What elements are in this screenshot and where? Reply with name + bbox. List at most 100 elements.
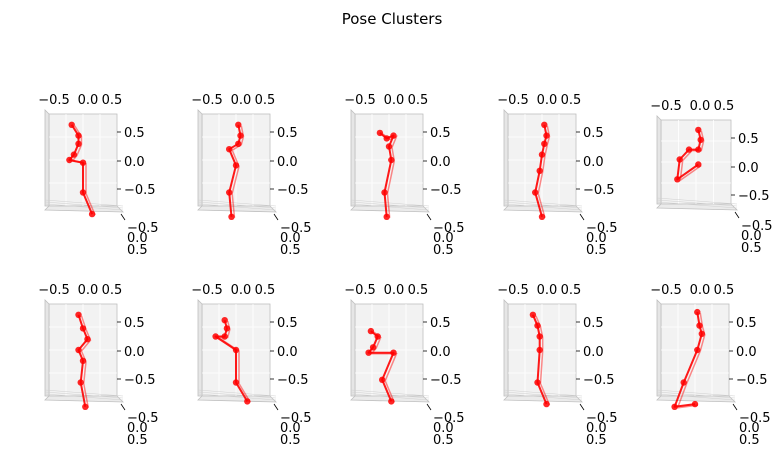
- z-tick-label: 0.5: [277, 126, 298, 141]
- z-tick-label: −0.5: [583, 183, 615, 198]
- floor-grid-line: [44, 203, 124, 211]
- floor-grid-line: [197, 203, 277, 211]
- subplot-side-pane: [197, 109, 203, 207]
- pose-joint-point: [694, 308, 701, 316]
- z-tick-label: −0.5: [430, 183, 462, 198]
- pose-joint-point: [75, 140, 82, 147]
- subplot-10: −0.5 0.0 0.50.50.0−0.5−0.50.00.5: [650, 283, 770, 448]
- floor-grid-line: [350, 199, 430, 207]
- pose-joint-point: [75, 132, 82, 139]
- x-tick-label: −0.5: [38, 93, 70, 108]
- subplot-side-pane: [350, 109, 356, 207]
- x-tick-label: 0.0: [690, 99, 711, 114]
- y-tick-label: −0.5: [741, 219, 773, 234]
- subplot-side-pane: [350, 299, 356, 397]
- pose-joint-point: [244, 398, 251, 405]
- y-tick: [120, 403, 126, 411]
- pose-joint-point: [79, 357, 87, 364]
- subplot-1: −0.5 0.0 0.50.50.0−0.5−0.50.00.5: [38, 93, 158, 258]
- x-tick-label: −0.5: [38, 283, 70, 298]
- floor-grid-line: [350, 391, 430, 399]
- pose-joint-point: [696, 322, 703, 329]
- z-tick-label: −0.5: [277, 183, 309, 198]
- subplot-side-pane: [44, 299, 50, 397]
- z-tick-label: 0.5: [277, 316, 298, 331]
- y-tick-label: 0.5: [586, 243, 607, 258]
- floor-grid-line: [656, 199, 738, 207]
- y-tick: [579, 213, 585, 221]
- pose-joint-point: [77, 379, 84, 386]
- floor-grid-line: [656, 197, 738, 205]
- z-tick-label: 0.5: [124, 316, 145, 331]
- pose-joint-point: [680, 379, 687, 386]
- z-tick-label: −0.5: [277, 373, 309, 388]
- x-tick-label: 0.5: [714, 99, 735, 114]
- subplot-7: −0.5 0.0 0.50.50.0−0.5−0.50.00.5: [191, 283, 311, 448]
- pose-joint-point: [226, 189, 233, 196]
- y-tick-label: 0.5: [280, 243, 301, 258]
- pose-joint-point: [221, 333, 228, 340]
- pose-joint-point: [232, 346, 240, 354]
- y-tick: [273, 403, 279, 411]
- z-tick-label: 0.5: [430, 316, 451, 331]
- x-tick-label: −0.5: [191, 283, 223, 298]
- z-tick-label: 0.0: [277, 155, 298, 170]
- floor-grid-line: [197, 389, 277, 397]
- pose-joint-point: [543, 400, 550, 408]
- y-tick-label: −0.5: [280, 411, 312, 426]
- pose-joint-point: [226, 146, 233, 153]
- z-tick-label: 0.0: [583, 345, 604, 360]
- floor-grid-line: [44, 389, 124, 397]
- pose-joint-point: [82, 403, 89, 410]
- x-tick-label: −0.5: [191, 93, 223, 108]
- floor-grid-line: [197, 201, 277, 209]
- subplot-side-pane: [44, 109, 50, 207]
- z-tick-label: −0.5: [736, 373, 768, 388]
- z-tick-label: 0.5: [583, 126, 604, 141]
- y-tick-label: 0.0: [739, 421, 760, 436]
- z-tick-label: 0.0: [736, 345, 757, 360]
- x-tick-label: 0.0: [690, 283, 711, 298]
- pose-joint-point: [536, 333, 543, 340]
- pose-joint-point: [538, 151, 546, 158]
- y-tick-label: 0.0: [280, 421, 301, 436]
- y-tick-label: 0.0: [741, 229, 762, 244]
- x-tick-label: 0.0: [384, 283, 405, 298]
- pose-joint-point: [374, 333, 381, 340]
- y-tick: [273, 213, 279, 221]
- z-tick-label: 0.5: [583, 316, 604, 331]
- z-tick-label: −0.5: [124, 183, 156, 198]
- x-tick-label: 0.5: [561, 93, 582, 108]
- y-tick: [120, 213, 126, 221]
- x-tick-label: −0.5: [344, 283, 376, 298]
- y-tick-label: 0.0: [127, 231, 148, 246]
- pose-joint-point: [538, 213, 546, 220]
- y-tick: [734, 211, 740, 219]
- z-tick-label: −0.5: [430, 373, 462, 388]
- y-tick-label: 0.0: [433, 231, 454, 246]
- y-tick-label: −0.5: [586, 221, 618, 236]
- y-tick-label: 0.0: [127, 421, 148, 436]
- x-tick-label: −0.5: [497, 93, 529, 108]
- y-tick-label: −0.5: [127, 411, 159, 426]
- pose-joint-point: [70, 151, 78, 158]
- pose-joint-point: [532, 189, 539, 196]
- pose-joint-point: [529, 311, 537, 318]
- pose-joint-point: [676, 156, 683, 163]
- pose-joint-point: [221, 317, 228, 324]
- floor-grid-line: [44, 201, 124, 209]
- pose-joint-point: [534, 322, 541, 329]
- floor-grid-line: [656, 391, 736, 399]
- y-tick-label: −0.5: [739, 411, 771, 426]
- pose-joint-point: [376, 129, 384, 137]
- pose-joint-point: [365, 349, 372, 356]
- pose-joint-point: [75, 311, 82, 318]
- floor-grid-line: [503, 203, 583, 211]
- pose-skeleton-line-back: [71, 125, 96, 216]
- pose-joint-point: [541, 140, 548, 147]
- y-tick: [426, 213, 432, 221]
- pose-joint-point: [541, 121, 548, 128]
- pose-joint-point: [75, 346, 82, 354]
- subplot-side-pane: [503, 299, 509, 397]
